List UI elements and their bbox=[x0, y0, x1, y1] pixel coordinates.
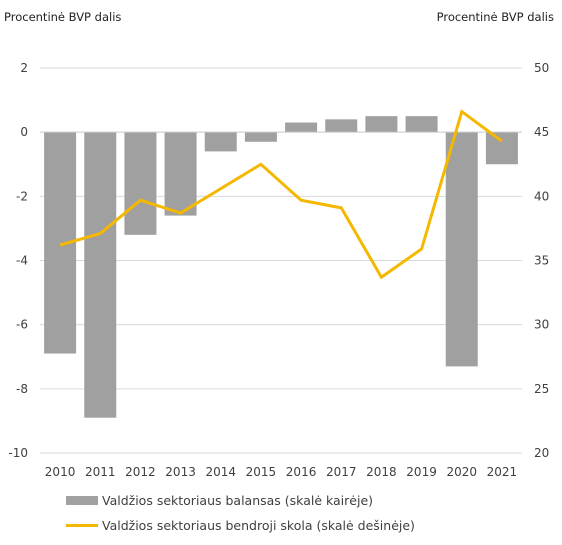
left-axis-tick-label: 0 bbox=[20, 125, 28, 139]
left-axis-tick-label: -8 bbox=[16, 382, 28, 396]
x-axis-tick-label: 2020 bbox=[446, 465, 477, 479]
bar-balance-2019 bbox=[405, 116, 438, 133]
bar-balance-2012 bbox=[124, 132, 157, 235]
right-axis-tick-label: 40 bbox=[534, 189, 549, 203]
bar-balance-2013 bbox=[164, 132, 197, 216]
left-axis-unit-label: Procentinė BVP dalis bbox=[4, 10, 122, 24]
bar-balance-2020 bbox=[445, 132, 478, 367]
right-axis-tick-label: 45 bbox=[534, 125, 549, 139]
x-axis-tick-label: 2015 bbox=[246, 465, 277, 479]
right-axis-tick-label: 25 bbox=[534, 382, 549, 396]
right-axis-tick-label: 30 bbox=[534, 318, 549, 332]
x-axis-tick-label: 2021 bbox=[487, 465, 518, 479]
bar-balance-2011 bbox=[84, 132, 117, 418]
x-axis-tick-label: 2011 bbox=[85, 465, 116, 479]
x-axis-tick-label: 2018 bbox=[366, 465, 397, 479]
left-axis-tick-label: -10 bbox=[8, 446, 28, 460]
right-axis-unit-label: Procentinė BVP dalis bbox=[436, 10, 554, 24]
x-axis-tick-label: 2017 bbox=[326, 465, 357, 479]
legend-item-debt: Valdžios sektoriaus bendroji skola (skal… bbox=[66, 518, 415, 533]
bar-balance-2015 bbox=[244, 132, 277, 142]
x-axis-tick-label: 2010 bbox=[45, 465, 76, 479]
right-axis-tick-label: 35 bbox=[534, 254, 549, 268]
legend-label-balance: Valdžios sektoriaus balansas (skalė kair… bbox=[102, 493, 374, 508]
x-axis-tick-label: 2019 bbox=[406, 465, 437, 479]
bar-balance-2021 bbox=[485, 132, 518, 165]
bar-balance-2014 bbox=[204, 132, 237, 152]
legend-item-balance: Valdžios sektoriaus balansas (skalė kair… bbox=[66, 493, 373, 508]
legend-line-swatch bbox=[66, 524, 98, 527]
line-debt-series bbox=[59, 109, 503, 280]
bar-balance-2016 bbox=[285, 122, 318, 133]
left-axis-tick-label: -6 bbox=[16, 318, 28, 332]
right-axis-tick-label: 20 bbox=[534, 446, 549, 460]
legend-bar-swatch bbox=[66, 496, 98, 505]
right-axis-tick-label: 50 bbox=[534, 61, 549, 75]
x-axis-tick-label: 2014 bbox=[205, 465, 236, 479]
legend-label-debt: Valdžios sektoriaus bendroji skola (skal… bbox=[102, 518, 415, 533]
bar-balance-2018 bbox=[365, 116, 398, 133]
bar-balance-2017 bbox=[325, 119, 358, 133]
left-axis-tick-label: -2 bbox=[16, 189, 28, 203]
left-axis-tick-label: -4 bbox=[16, 254, 28, 268]
x-axis-tick-label: 2016 bbox=[286, 465, 317, 479]
x-axis-tick-label: 2013 bbox=[165, 465, 196, 479]
x-axis-tick-label: 2012 bbox=[125, 465, 156, 479]
left-axis-tick-label: 2 bbox=[20, 61, 28, 75]
